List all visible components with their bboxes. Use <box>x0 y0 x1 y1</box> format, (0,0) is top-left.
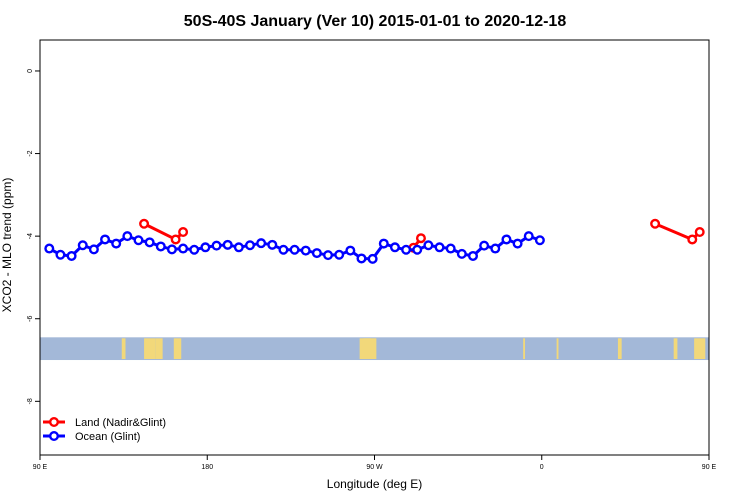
series-land <box>139 218 705 253</box>
data-point <box>289 244 300 255</box>
land-patch <box>144 338 156 360</box>
legend-marker <box>49 417 60 428</box>
data-point <box>534 235 545 246</box>
y-tick-label: -8 <box>27 398 34 404</box>
data-point <box>111 238 122 249</box>
data-point <box>211 240 222 251</box>
data-point <box>490 243 501 254</box>
data-point <box>77 240 88 251</box>
x-axis: 90 E 180 90 W 0 90 E <box>33 455 717 471</box>
y-tick-label: -2 <box>27 150 34 156</box>
land-patch <box>523 338 526 360</box>
data-point <box>378 238 389 249</box>
data-point <box>311 248 322 259</box>
x-tick-label: 0 <box>540 464 544 471</box>
data-point <box>256 238 267 249</box>
land-patch <box>173 338 182 360</box>
legend-label: Ocean (Glint) <box>75 431 140 443</box>
data-point <box>166 244 177 255</box>
data-point <box>367 253 378 264</box>
y-tick-label: -6 <box>27 316 34 322</box>
data-point <box>456 248 467 259</box>
data-point <box>523 231 534 242</box>
series-line-segment <box>143 222 177 241</box>
data-point <box>88 244 99 255</box>
land-patch <box>155 338 163 360</box>
data-point <box>445 243 456 254</box>
data-point <box>412 244 423 255</box>
land-patch <box>694 338 706 360</box>
data-point <box>178 227 189 238</box>
data-point <box>144 237 155 248</box>
data-point <box>200 242 211 253</box>
data-point <box>244 240 255 251</box>
y-tick-label: 0 <box>27 69 34 73</box>
data-point <box>389 242 400 253</box>
data-point <box>189 244 200 255</box>
data-point <box>356 253 367 264</box>
y-axis-label: XCO2 - MLO trend (ppm) <box>0 178 14 313</box>
x-tick-label: 90 E <box>702 464 717 471</box>
data-point <box>694 227 705 238</box>
data-point <box>512 238 523 249</box>
data-point <box>650 218 661 229</box>
data-point <box>100 234 111 245</box>
data-point <box>334 249 345 260</box>
data-point <box>133 235 144 246</box>
land-patch <box>121 338 126 360</box>
data-point <box>122 231 133 242</box>
data-point <box>300 245 311 256</box>
plot-frame <box>39 39 710 456</box>
data-point <box>170 234 181 245</box>
y-tick-label: -4 <box>27 233 34 239</box>
data-point <box>401 244 412 255</box>
data-point <box>233 242 244 253</box>
data-point <box>415 233 426 244</box>
x-tick-label: 180 <box>201 464 213 471</box>
x-tick-label: 90 E <box>33 464 48 471</box>
series-line-segment <box>654 222 693 241</box>
data-point <box>434 242 445 253</box>
land-ocean-map-strip <box>40 337 709 361</box>
y-axis: 0 -2 -4 -6 -8 <box>27 69 40 404</box>
data-point <box>55 249 66 260</box>
data-point <box>222 239 233 250</box>
series-layer <box>44 218 705 264</box>
data-point <box>178 243 189 254</box>
data-point <box>267 239 278 250</box>
data-point <box>423 240 434 251</box>
data-point <box>323 250 334 261</box>
data-point <box>467 250 478 261</box>
data-point <box>479 240 490 251</box>
legend-marker <box>49 431 60 442</box>
legend: Land (Nadir&Glint) Ocean (Glint) <box>43 417 166 443</box>
x-axis-label: Longitude (deg E) <box>327 477 422 491</box>
series-ocean <box>44 231 545 264</box>
land-patch <box>556 338 559 360</box>
data-point <box>345 245 356 256</box>
land-patch <box>617 338 622 360</box>
data-point <box>66 250 77 261</box>
data-point <box>278 244 289 255</box>
data-point <box>501 234 512 245</box>
chart-title: 50S-40S January (Ver 10) 2015-01-01 to 2… <box>184 13 567 30</box>
data-point <box>687 234 698 245</box>
x-tick-label: 90 W <box>366 464 383 471</box>
legend-label: Land (Nadir&Glint) <box>75 417 166 429</box>
land-patch <box>363 338 377 360</box>
data-point <box>155 241 166 252</box>
data-point <box>139 218 150 229</box>
land-patch <box>673 338 678 360</box>
data-point <box>44 243 55 254</box>
